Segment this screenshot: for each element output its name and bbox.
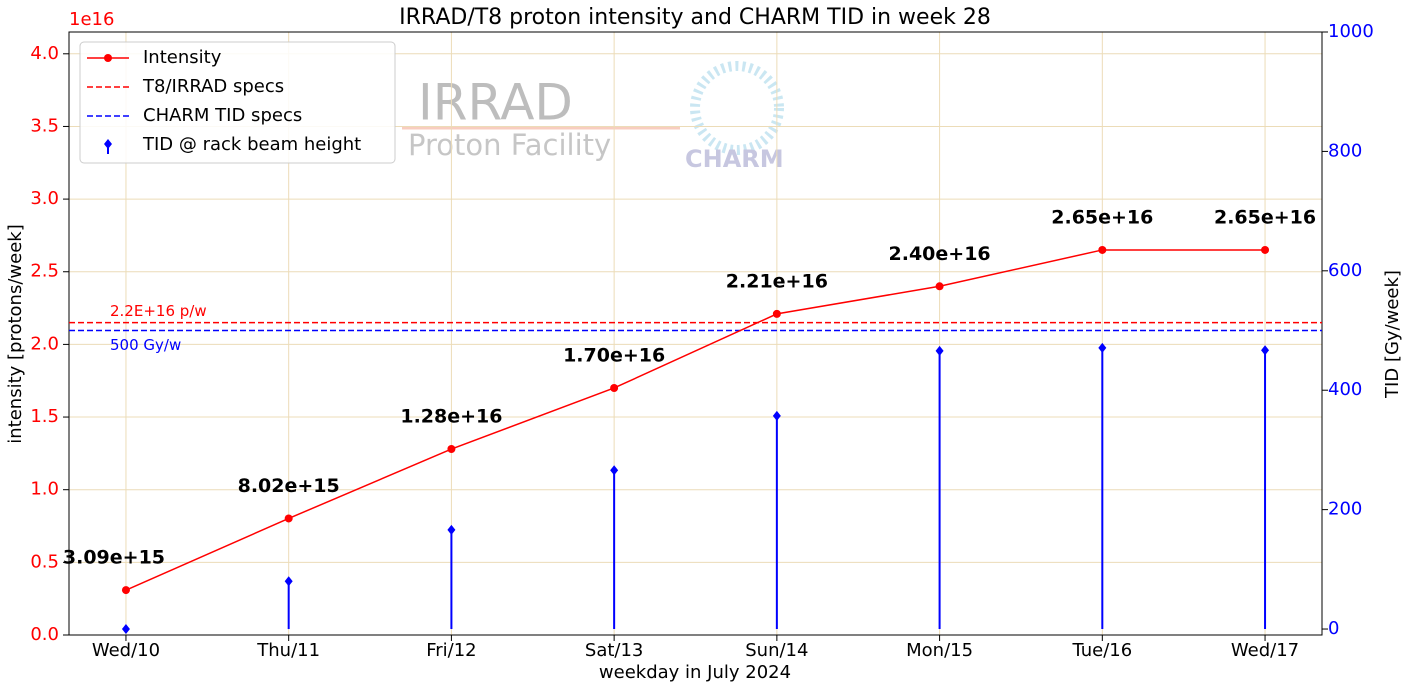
y2-tick-label: 0 bbox=[1328, 618, 1339, 639]
spec-label: 500 Gy/w bbox=[110, 336, 181, 354]
point bbox=[1261, 245, 1270, 254]
data-label: 2.65e+16 bbox=[1214, 206, 1316, 228]
stem-marker bbox=[284, 576, 293, 587]
legend-label: CHARM TID specs bbox=[143, 105, 302, 126]
y-tick-label: 4.0 bbox=[30, 43, 59, 64]
watermark: IRRAD Proton Facility CHARM bbox=[402, 61, 784, 173]
point bbox=[1098, 245, 1107, 254]
data-label: 2.40e+16 bbox=[889, 243, 991, 265]
x-axis-label: weekday in July 2024 bbox=[599, 662, 791, 683]
stem-marker bbox=[1261, 345, 1270, 356]
y-tick-label: 1.5 bbox=[30, 406, 59, 427]
y2-tick-label: 400 bbox=[1328, 379, 1362, 400]
data-label: 2.65e+16 bbox=[1051, 206, 1153, 228]
stem-marker bbox=[610, 465, 619, 476]
legend-swatch bbox=[104, 54, 112, 62]
point bbox=[121, 586, 130, 595]
x-tick-label: Tue/16 bbox=[1071, 640, 1132, 661]
legend-swatch bbox=[104, 139, 112, 149]
stem-marker bbox=[935, 345, 944, 356]
y2-tick-label: 1000 bbox=[1328, 21, 1374, 42]
x-tick-label: Sun/14 bbox=[745, 640, 808, 661]
data-label: 1.28e+16 bbox=[400, 406, 502, 428]
y-tick-label: 3.0 bbox=[30, 188, 59, 209]
point bbox=[447, 445, 456, 454]
stem-marker bbox=[772, 410, 781, 421]
point bbox=[772, 309, 781, 318]
legend-label: T8/IRRAD specs bbox=[142, 76, 284, 97]
x-tick-label: Sat/13 bbox=[585, 640, 643, 661]
series-line bbox=[125, 249, 1266, 591]
y2-axis-label: TID [Gy/week] bbox=[1382, 270, 1403, 399]
stem-marker bbox=[447, 524, 456, 535]
watermark-text: CHARM bbox=[685, 145, 784, 173]
x-tick-label: Fri/12 bbox=[426, 640, 476, 661]
data-label: 8.02e+15 bbox=[238, 475, 340, 497]
watermark-icon bbox=[690, 61, 784, 155]
y-tick-label: 0.5 bbox=[30, 551, 59, 572]
y-tick-label: 2.0 bbox=[30, 333, 59, 354]
x-tick-label: Wed/10 bbox=[92, 640, 160, 661]
y2-tick-label: 200 bbox=[1328, 499, 1362, 520]
y-tick-label: 3.5 bbox=[30, 115, 59, 136]
y-axis-label: intensity [protons/week] bbox=[5, 224, 26, 443]
y2-tick-label: 600 bbox=[1328, 260, 1362, 281]
legend-label: Intensity bbox=[143, 47, 222, 68]
point bbox=[935, 282, 944, 291]
x-tick-label: Thu/11 bbox=[256, 640, 320, 661]
x-tick-label: Wed/17 bbox=[1231, 640, 1299, 661]
legend-label: TID @ rack beam height bbox=[142, 134, 361, 155]
point bbox=[610, 383, 619, 392]
data-label: 1.70e+16 bbox=[563, 344, 665, 366]
stem-marker bbox=[1098, 342, 1107, 353]
watermark-text: IRRAD bbox=[418, 74, 573, 132]
y-tick-label: 1.0 bbox=[30, 479, 59, 500]
data-label: 2.21e+16 bbox=[726, 270, 828, 292]
legend-box bbox=[79, 41, 396, 164]
spec-label: 2.2E+16 p/w bbox=[110, 302, 207, 320]
legend: Intensity T8/IRRAD specs CHARM TID specs TI… bbox=[79, 41, 396, 164]
stem-marker bbox=[121, 624, 130, 635]
y-offset-label: 1e16 bbox=[69, 9, 114, 30]
watermark-text: Proton Facility bbox=[408, 128, 611, 162]
chart-title: IRRAD/T8 proton intensity and CHARM TID … bbox=[399, 5, 991, 30]
data-label: 3.09e+15 bbox=[63, 547, 165, 569]
y-tick-label: 2.5 bbox=[30, 261, 59, 282]
x-tick-label: Mon/15 bbox=[906, 640, 973, 661]
y-tick-label: 0.0 bbox=[30, 624, 59, 645]
y2-tick-label: 800 bbox=[1328, 140, 1362, 161]
point bbox=[284, 514, 293, 523]
plot-frame bbox=[68, 31, 1323, 636]
